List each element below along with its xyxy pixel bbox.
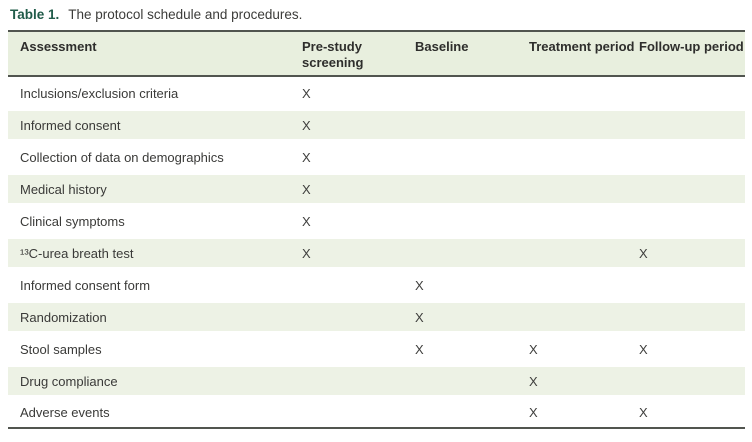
- mark-cell: X: [529, 404, 538, 420]
- table-row: Stool samples X X X: [8, 333, 745, 365]
- assessment-cell: Informed consent: [20, 117, 121, 133]
- mark-cell: X: [639, 245, 648, 261]
- mark-cell: X: [529, 341, 538, 357]
- mark-cell: X: [639, 404, 648, 420]
- table-row: Collection of data on demographics X: [8, 141, 745, 173]
- column-header-baseline: Baseline: [415, 39, 469, 54]
- assessment-cell: ¹³C-urea breath test: [20, 245, 134, 261]
- assessment-cell: Stool samples: [20, 341, 102, 357]
- table-caption-text: The protocol schedule and procedures.: [68, 7, 303, 22]
- column-header-pre-study-screening: Pre-study screening: [302, 39, 364, 70]
- mark-cell: X: [415, 277, 424, 293]
- table-row: Informed consent X: [8, 109, 745, 141]
- table-row: Randomization X: [8, 301, 745, 333]
- mark-cell: X: [302, 213, 311, 229]
- column-header-assessment: Assessment: [20, 39, 97, 54]
- assessment-cell: Informed consent form: [20, 277, 151, 293]
- table-caption-label: Table 1.: [10, 7, 60, 22]
- mark-cell: X: [302, 245, 311, 261]
- table-header-row: Assessment Pre-study screening Baseline …: [8, 30, 745, 77]
- column-header-follow-up-period: Follow-up period: [639, 39, 744, 54]
- mark-cell: X: [302, 149, 311, 165]
- mark-cell: X: [639, 341, 648, 357]
- assessment-cell: Drug compliance: [20, 373, 118, 389]
- assessment-cell: Randomization: [20, 309, 107, 325]
- assessment-cell: Adverse events: [20, 404, 110, 420]
- table-row: Inclusions/exclusion criteria X: [8, 77, 745, 109]
- mark-cell: X: [529, 373, 538, 389]
- table-row: Informed consent form X: [8, 269, 745, 301]
- table-row: Clinical symptoms X: [8, 205, 745, 237]
- mark-cell: X: [302, 85, 311, 101]
- column-header-treatment-period: Treatment period: [529, 39, 635, 54]
- table-row: Adverse events X X: [8, 397, 745, 429]
- assessment-cell: Clinical symptoms: [20, 213, 125, 229]
- mark-cell: X: [415, 341, 424, 357]
- assessment-cell: Inclusions/exclusion criteria: [20, 85, 179, 101]
- assessment-cell: Collection of data on demographics: [20, 149, 224, 165]
- mark-cell: X: [302, 181, 311, 197]
- protocol-schedule-table: Assessment Pre-study screening Baseline …: [8, 30, 745, 429]
- table-row: ¹³C-urea breath test X X: [8, 237, 745, 269]
- table-row: Drug compliance X: [8, 365, 745, 397]
- mark-cell: X: [415, 309, 424, 325]
- table-row: Medical history X: [8, 173, 745, 205]
- assessment-cell: Medical history: [20, 181, 107, 197]
- mark-cell: X: [302, 117, 311, 133]
- table-caption: Table 1. The protocol schedule and proced…: [0, 0, 752, 30]
